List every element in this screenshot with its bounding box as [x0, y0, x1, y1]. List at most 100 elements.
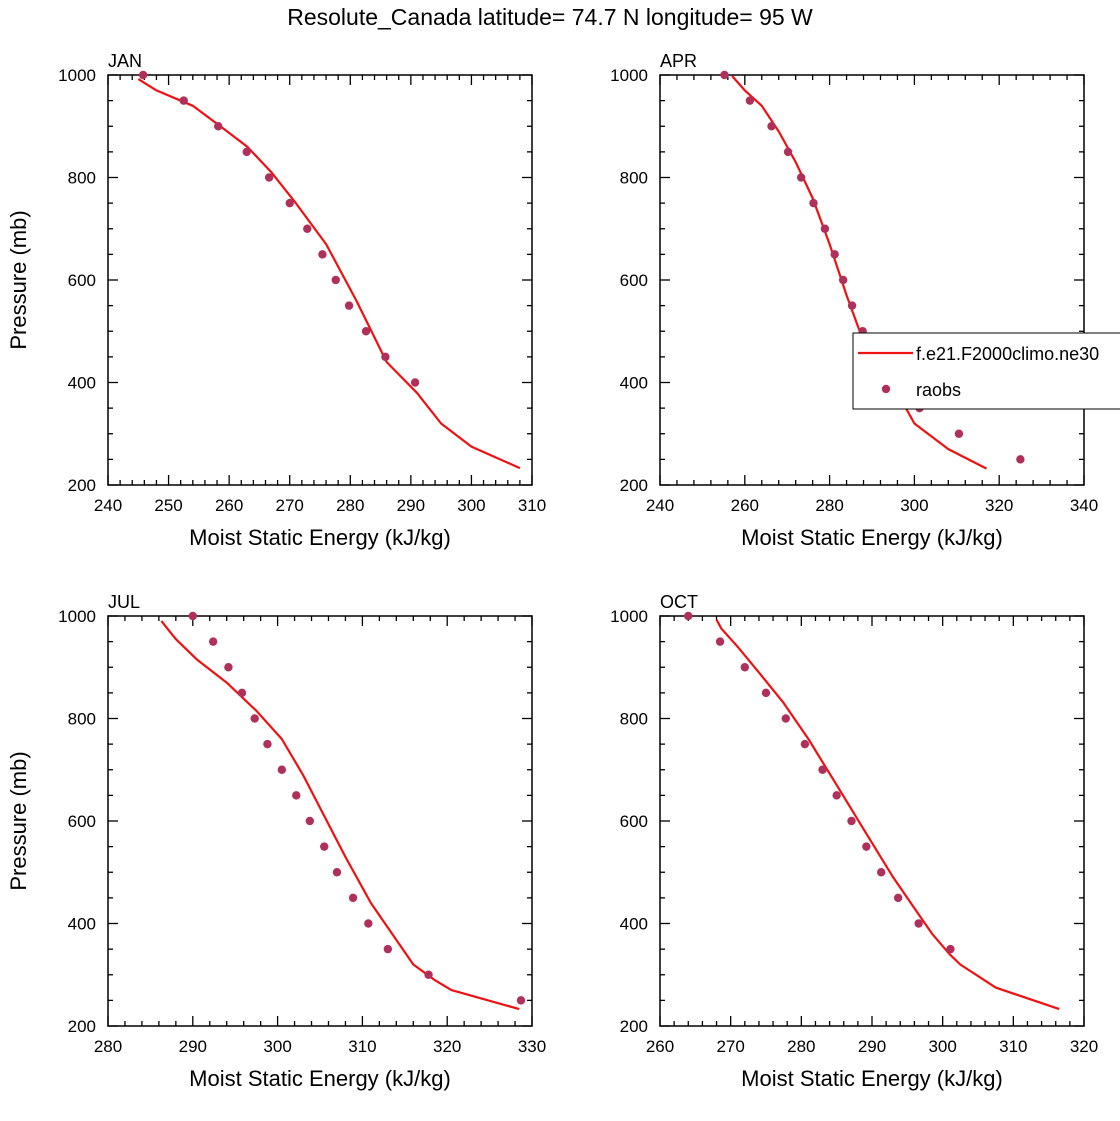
panel-jan-xtick-label: 260	[215, 496, 243, 515]
panel-jul-ytick-label: 1000	[58, 607, 96, 626]
panel-jul-raobs-point	[237, 688, 247, 698]
panel-jul-xtick-label: 320	[433, 1037, 461, 1056]
panel-jan-raobs-point	[264, 173, 274, 182]
panel-apr-ytick-label: 200	[620, 476, 648, 495]
panel-jul-raobs-point	[320, 842, 329, 851]
panel-jan-ylabel: Pressure (mb)	[6, 210, 31, 349]
panel-jan-raobs-point	[138, 70, 148, 80]
panel-oct-raobs-point	[876, 868, 886, 877]
legend-obs-swatch	[881, 384, 891, 394]
panel-apr-xtick-label: 300	[900, 496, 928, 515]
panel-jul-xlabel: Moist Static Energy (kJ/kg)	[189, 1066, 451, 1091]
panel-oct-xtick-label: 260	[646, 1037, 674, 1056]
panel-jul-raobs-point	[332, 868, 342, 877]
panel-oct-ytick-label: 200	[620, 1017, 648, 1036]
panel-apr-raobs-point	[1016, 455, 1025, 464]
panel-oct-xtick-label: 290	[858, 1037, 886, 1056]
panel-apr-raobs-point	[720, 70, 729, 80]
panel-oct-raobs-point	[862, 842, 871, 851]
panel-jan-raobs-point	[318, 250, 327, 259]
panel-oct-xtick-label: 300	[928, 1037, 956, 1056]
panel-jan-frame	[107, 74, 533, 486]
panel-oct-ytick-label: 400	[620, 915, 648, 934]
panel-jul-model-line	[160, 620, 520, 1011]
panel-jan-raobs-point	[331, 275, 340, 285]
panel-jan-ytick-label: 1000	[58, 66, 96, 85]
panel-jul-raobs-point	[348, 893, 358, 903]
panel-jul-xtick-label: 300	[263, 1037, 291, 1056]
panel-jan-xlabel: Moist Static Energy (kJ/kg)	[189, 525, 451, 550]
panel-oct-xlabel: Moist Static Energy (kJ/kg)	[741, 1066, 1003, 1091]
panel-apr-raobs-point	[830, 250, 839, 259]
panel-jul-ytick-label: 400	[68, 915, 96, 934]
panel-jul-raobs-point	[305, 816, 315, 826]
panel-oct-raobs-point	[800, 739, 810, 749]
panel-jul-raobs-point	[188, 611, 197, 621]
panel-jan-raobs-point	[179, 96, 188, 105]
panel-apr-xlabel: Moist Static Energy (kJ/kg)	[741, 525, 1003, 550]
panel-oct-raobs-point	[893, 893, 903, 903]
panel-jul-xtick-label: 290	[179, 1037, 207, 1056]
panel-jan-raobs-point	[285, 198, 294, 208]
panel-jan-raobs-point	[410, 378, 420, 387]
panel-jan-ytick-label: 400	[68, 374, 96, 393]
panel-jan-xtick-label: 250	[154, 496, 182, 515]
panel-oct-raobs-point	[684, 611, 693, 621]
panel-oct-frame	[659, 615, 1085, 1027]
panel-jan-xtick-label: 290	[397, 496, 425, 515]
panel-jan-xtick-label: 300	[457, 496, 485, 515]
panel-apr-raobs-point	[796, 173, 806, 182]
panel-oct-xtick-label: 280	[787, 1037, 815, 1056]
panel-apr-raobs-point	[838, 275, 848, 285]
panel-jan-model-line	[137, 78, 521, 470]
panel-apr-raobs-point	[767, 122, 776, 131]
panel-apr-raobs-point	[847, 301, 857, 310]
legend-model-label: f.e21.F2000climo.ne30	[916, 344, 1099, 364]
panel-apr-xtick-label: 240	[646, 496, 674, 515]
legend-box	[852, 332, 1120, 410]
panel-jul-raobs-point	[263, 739, 272, 749]
panel-oct-title: OCT	[660, 592, 698, 612]
panel-jan-raobs-point	[242, 147, 251, 157]
panel-apr-xtick-label: 320	[985, 496, 1013, 515]
panel-oct-xtick-label: 310	[999, 1037, 1027, 1056]
panel-oct-raobs-point	[946, 944, 955, 954]
panel-jul-raobs-point	[424, 970, 433, 979]
panel-apr-raobs-point	[783, 147, 793, 157]
panel-jul-ytick-label: 600	[68, 812, 96, 831]
panel-oct-raobs-point	[740, 663, 749, 672]
panel-jul-raobs-point	[250, 714, 259, 723]
panel-jul-raobs-point	[208, 637, 218, 646]
panel-apr-raobs-point	[809, 198, 818, 208]
legend-obs-label: raobs	[916, 380, 961, 400]
panel-oct-raobs-point	[914, 919, 923, 928]
panel-jan-raobs-point	[344, 301, 354, 310]
panel-oct-xtick-label: 320	[1070, 1037, 1098, 1056]
panel-jul-ytick-label: 800	[68, 710, 96, 729]
panel-jan-ytick-label: 200	[68, 476, 96, 495]
panel-jan-ytick-label: 600	[68, 271, 96, 290]
panel-jan-raobs-point	[303, 224, 312, 233]
panel-jul-raobs-point	[516, 996, 526, 1005]
panel-jan-xtick-label: 240	[94, 496, 122, 515]
panel-apr-ytick-label: 400	[620, 374, 648, 393]
panel-apr-xtick-label: 280	[815, 496, 843, 515]
panel-oct-raobs-point	[847, 816, 856, 826]
panel-oct-raobs-point	[761, 688, 771, 698]
panel-oct-xtick-label: 270	[716, 1037, 744, 1056]
panel-jul-raobs-point	[292, 791, 301, 800]
panel-jul-raobs-point	[224, 663, 233, 672]
panel-jan-xtick-label: 310	[518, 496, 546, 515]
panel-oct-ytick-label: 600	[620, 812, 648, 831]
panel-oct-ytick-label: 1000	[610, 607, 648, 626]
panel-apr-ytick-label: 800	[620, 169, 648, 188]
panel-jul-title: JUL	[108, 592, 140, 612]
panel-jan-xtick-label: 270	[276, 496, 304, 515]
panel-jul-raobs-point	[277, 765, 287, 774]
panel-apr-raobs-point	[745, 96, 755, 105]
panel-apr-model-line	[731, 75, 988, 470]
panel-apr-title: APR	[660, 51, 697, 71]
panel-jul-frame	[107, 615, 533, 1027]
